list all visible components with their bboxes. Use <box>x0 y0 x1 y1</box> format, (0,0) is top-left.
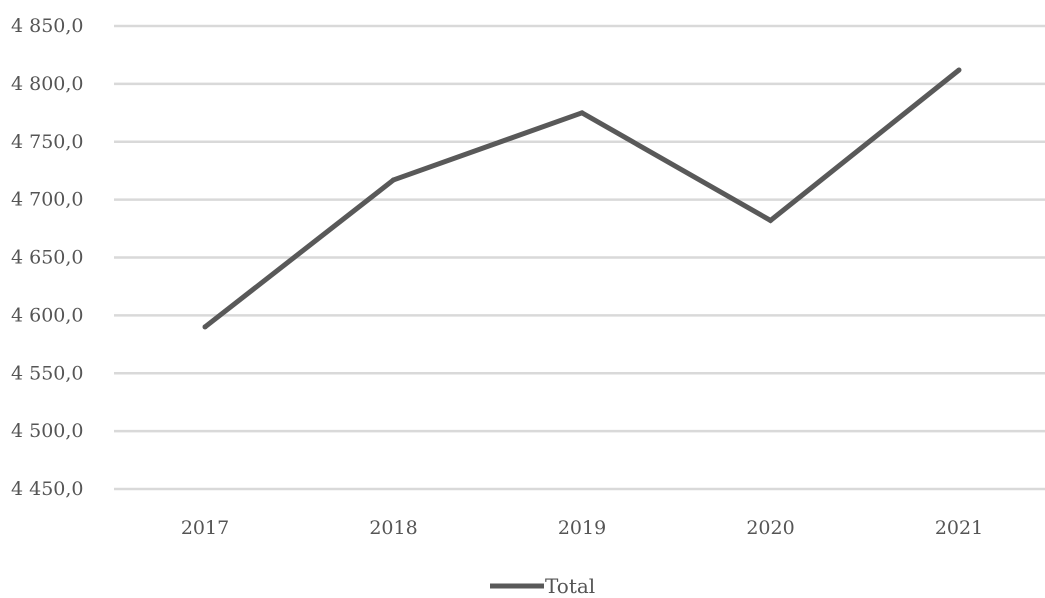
y-tick-label: 4 800,0 <box>11 73 84 95</box>
y-tick-label: 4 450,0 <box>11 478 84 500</box>
y-tick-label: 4 700,0 <box>11 189 84 211</box>
y-tick-label: 4 750,0 <box>11 131 84 153</box>
x-axis-tick-labels: 2017 2018 2019 2020 2021 <box>181 517 983 539</box>
series-lines <box>202 67 962 330</box>
x-tick-label: 2019 <box>558 517 606 539</box>
y-tick-label: 4 550,0 <box>11 362 84 384</box>
data-point <box>768 217 773 223</box>
y-tick-label: 4 650,0 <box>11 247 84 269</box>
x-tick-label: 2018 <box>369 517 417 539</box>
y-tick-label: 4 850,0 <box>11 15 84 37</box>
data-point <box>956 67 962 73</box>
x-tick-label: 2017 <box>181 517 229 539</box>
y-tick-label: 4 500,0 <box>11 420 84 442</box>
y-tick-label: 4 600,0 <box>11 304 84 326</box>
x-tick-label: 2021 <box>935 517 983 539</box>
x-tick-label: 2020 <box>746 517 794 539</box>
data-point <box>579 110 585 116</box>
legend: Total <box>490 574 595 598</box>
y-axis-tick-labels: 4 450,0 4 500,0 4 550,0 4 600,0 4 650,0 4 700… <box>11 15 84 500</box>
data-point <box>202 324 208 330</box>
gridlines <box>114 24 1045 491</box>
legend-label: Total <box>545 574 595 594</box>
data-point <box>391 177 396 183</box>
